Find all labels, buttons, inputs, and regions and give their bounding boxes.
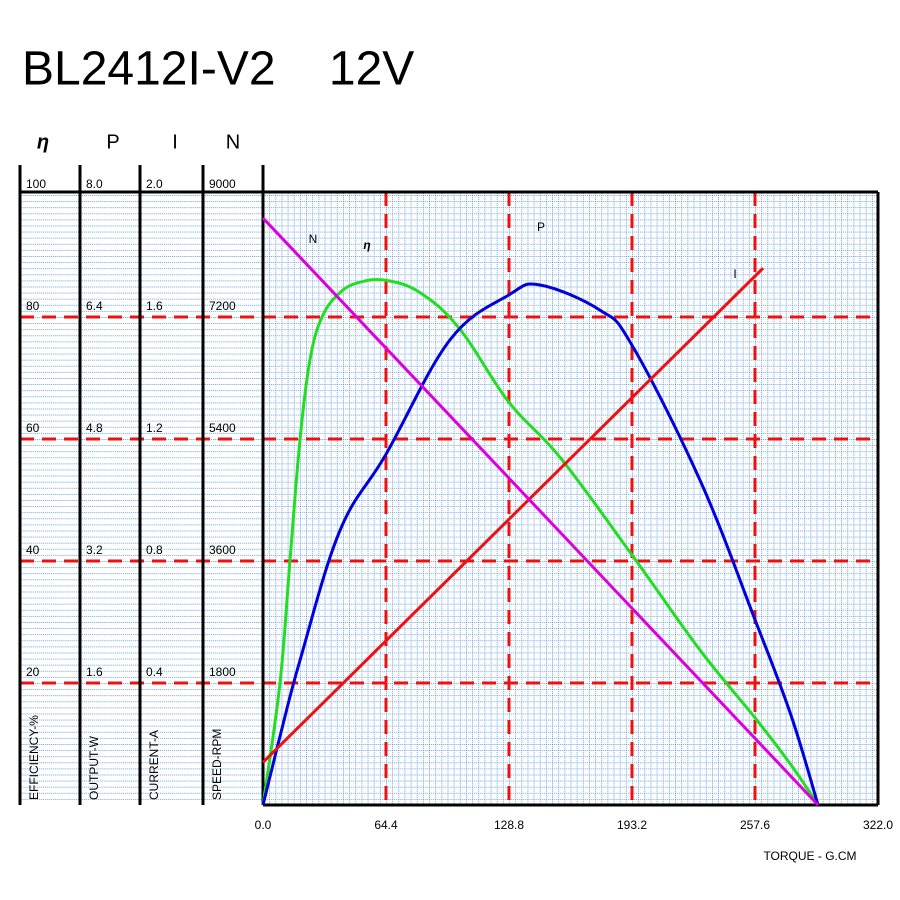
y-tick-label: 1.6 bbox=[86, 665, 103, 679]
axis-label: EFFICIENCY-% bbox=[27, 715, 41, 800]
curve-label: P bbox=[537, 220, 545, 234]
y-tick-label: 3600 bbox=[209, 543, 236, 557]
series-line bbox=[261, 278, 820, 806]
x-tick-label: 64.4 bbox=[374, 818, 398, 832]
series-line bbox=[261, 282, 820, 806]
series-line bbox=[261, 267, 765, 764]
y-tick-label: 60 bbox=[26, 421, 40, 435]
y-tick-label: 2.0 bbox=[146, 177, 163, 191]
y-tick-label: 8.0 bbox=[86, 177, 103, 191]
x-axis-label: TORQUE - G.CM bbox=[763, 849, 856, 863]
y-tick-label: 6.4 bbox=[86, 299, 103, 313]
y-tick-label: 5400 bbox=[209, 421, 236, 435]
y-tick-label: 40 bbox=[26, 543, 40, 557]
y-tick-label: 0.4 bbox=[146, 665, 163, 679]
y-tick-label: 1800 bbox=[209, 665, 236, 679]
y-tick-label: 7200 bbox=[209, 299, 236, 313]
x-tick-label: 128.8 bbox=[494, 818, 524, 832]
axis-label: CURRENT-A bbox=[147, 730, 161, 800]
y-tick-label: 80 bbox=[26, 299, 40, 313]
chart-title: BL2412I-V2 12V bbox=[22, 43, 414, 96]
y-tick-label: 9000 bbox=[209, 177, 236, 191]
curve-label: I bbox=[733, 267, 736, 281]
axis-symbol: P bbox=[106, 131, 119, 153]
axis-label: SPEED-RPM bbox=[210, 729, 224, 800]
x-tick-label: 322.0 bbox=[863, 818, 893, 832]
y-tick-label: 0.8 bbox=[146, 543, 163, 557]
axis-symbol: I bbox=[172, 131, 178, 153]
y-tick-label: 3.2 bbox=[86, 543, 103, 557]
y-tick-label: 1.6 bbox=[146, 299, 163, 313]
y-tick-label: 100 bbox=[26, 177, 46, 191]
axis-label: OUTPUT-W bbox=[87, 735, 101, 800]
axis-symbol: N bbox=[226, 131, 240, 153]
series-line bbox=[261, 217, 820, 807]
y-tick-label: 20 bbox=[26, 665, 40, 679]
curve-label: N bbox=[309, 232, 318, 246]
curve-label: η bbox=[363, 238, 370, 252]
x-tick-label: 257.6 bbox=[740, 818, 770, 832]
x-tick-label: 0.0 bbox=[255, 818, 272, 832]
axis-symbol: η bbox=[37, 131, 49, 153]
frame bbox=[18, 165, 880, 807]
x-tick-label: 193.2 bbox=[617, 818, 647, 832]
y-tick-label: 4.8 bbox=[86, 421, 103, 435]
minor-grid bbox=[263, 190, 878, 805]
y-tick-label: 1.2 bbox=[146, 421, 163, 435]
